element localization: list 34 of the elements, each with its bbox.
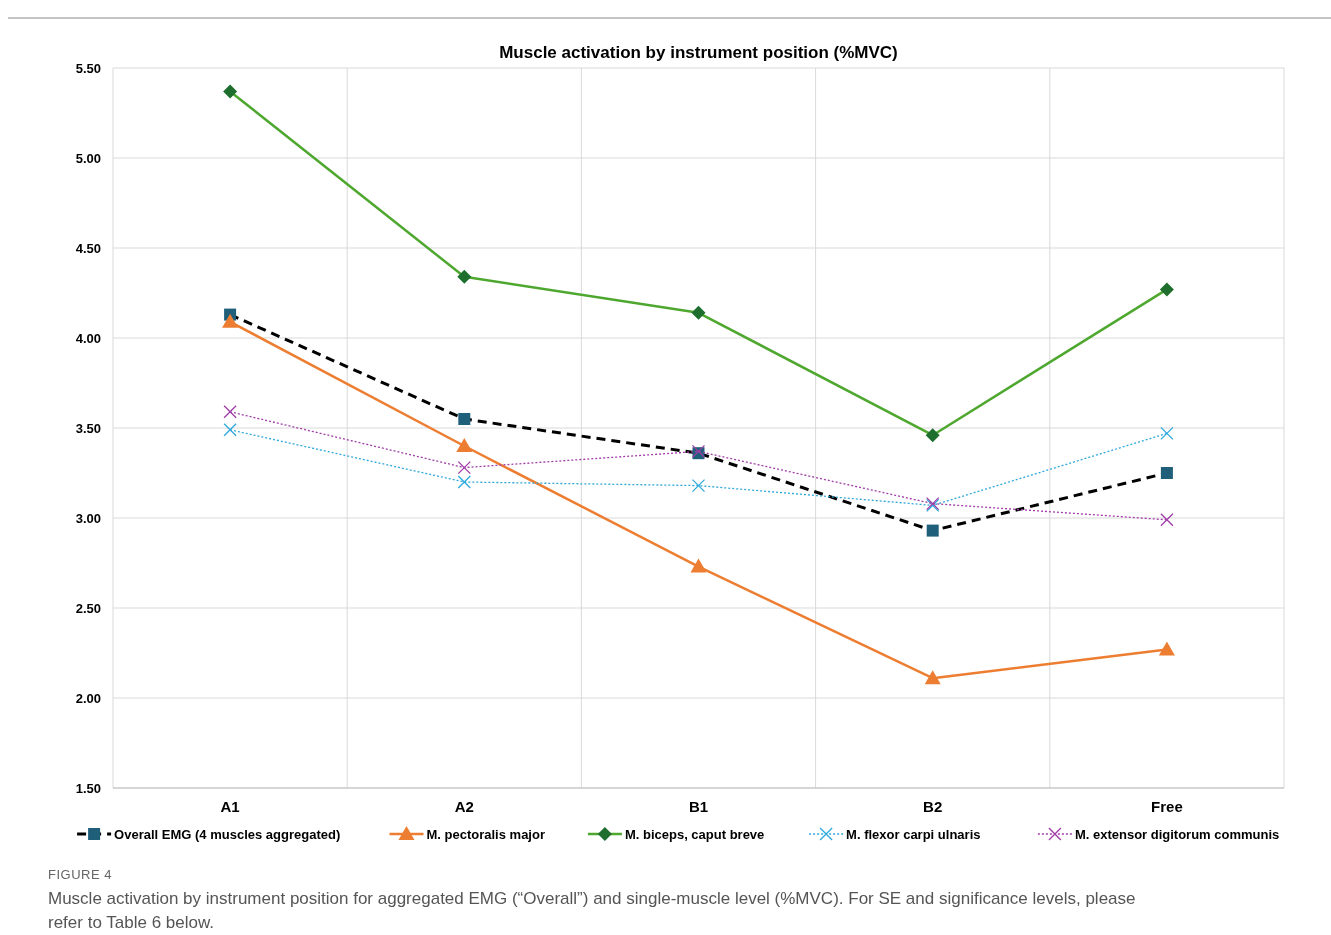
legend-label: M. flexor carpi ulnaris — [846, 826, 981, 842]
legend-label: M. extensor digitorum communis — [1074, 826, 1280, 842]
x-tick-label: A2 — [454, 798, 474, 815]
point — [457, 460, 471, 475]
x-tick-label: B2 — [923, 798, 943, 815]
point — [457, 475, 471, 489]
legend-label: M. biceps, caput breve — [624, 826, 765, 842]
y-tick-label: 4.00 — [75, 330, 101, 346]
y-tick-label: 3.50 — [75, 420, 101, 436]
x-tick-label: Free — [1151, 798, 1183, 815]
x-tick-label: A1 — [220, 798, 240, 815]
point — [223, 423, 237, 437]
point — [222, 313, 239, 328]
point — [691, 478, 706, 493]
y-tick-label: 5.50 — [75, 60, 101, 76]
y-tick-label: 2.00 — [75, 690, 101, 706]
y-tick-label: 5.00 — [75, 150, 101, 166]
caption: FIGURE 4 — [48, 867, 112, 882]
y-tick-label: 3.00 — [75, 510, 101, 526]
point — [1160, 513, 1174, 527]
y-tick-label: 4.50 — [75, 240, 101, 256]
legend-label: Overall EMG (4 muscles aggregated) — [114, 826, 341, 842]
point — [924, 670, 941, 685]
point — [223, 405, 237, 419]
legend-label: M. pectoralis major — [426, 826, 545, 842]
chart-title: Muscle activation by instrument position (%MVC) — [499, 43, 898, 62]
point — [1158, 641, 1175, 656]
text: Muscle activation by instrument position for aggregated EMG (“Overall”) and single-muscle level (%MVC). For SE and significance levels, please refer to Table 6 below. — [48, 889, 1136, 932]
point — [690, 558, 707, 573]
x-tick-label: B1 — [688, 798, 709, 815]
point — [1160, 426, 1174, 441]
point — [456, 438, 473, 452]
y-tick-label: 2.50 — [75, 600, 101, 616]
y-tick-label: 1.50 — [75, 780, 101, 796]
